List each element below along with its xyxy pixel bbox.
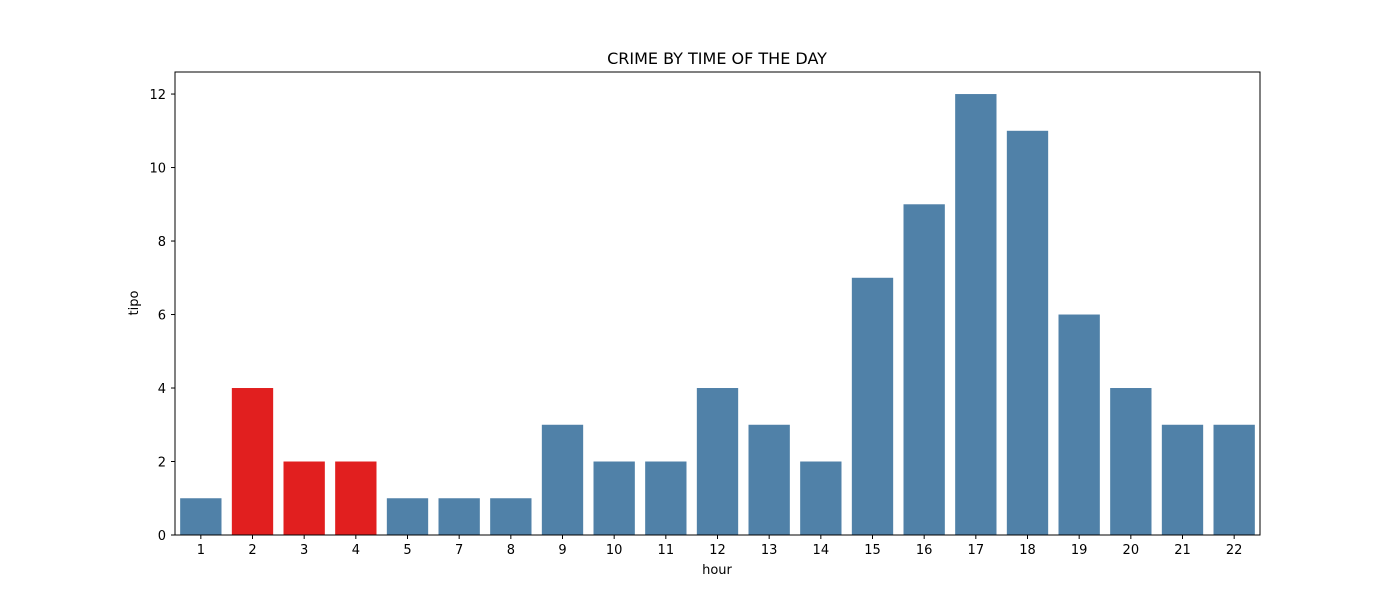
bar-hour-17 (955, 94, 997, 536)
x-tick-label: 2 (248, 543, 256, 558)
bar-hour-11 (645, 461, 687, 535)
bar-hour-9 (541, 424, 584, 535)
x-tick-label: 21 (1174, 543, 1191, 558)
bar-hour-15 (851, 277, 894, 535)
x-tick-label: 9 (558, 543, 566, 558)
bar-hour-5 (386, 498, 429, 535)
y-axis: 0 2 4 6 8 10 12 (149, 88, 175, 544)
x-tick-label: 15 (864, 543, 881, 558)
x-axis-label: hour (702, 563, 732, 578)
x-tick-label: 10 (606, 543, 623, 558)
y-tick-label: 8 (158, 235, 166, 250)
bar-hour-3 (283, 461, 325, 535)
x-tick-label: 7 (455, 543, 463, 558)
bar-hour-19 (1058, 314, 1100, 535)
bar-hour-2 (231, 388, 274, 535)
x-tick-label: 17 (968, 543, 985, 558)
x-tick-label: 5 (403, 543, 411, 558)
x-tick-label: 22 (1226, 543, 1243, 558)
plot-frame (174, 71, 1261, 536)
y-tick-label: 12 (149, 88, 166, 103)
y-tick-label: 0 (158, 529, 166, 544)
x-tick-label: 13 (761, 543, 778, 558)
bar-hour-1 (180, 498, 222, 535)
y-axis-label: tipo (127, 291, 142, 316)
bar-hour-16 (903, 204, 945, 536)
x-tick-label: 12 (709, 543, 726, 558)
x-tick-label: 14 (813, 543, 830, 558)
y-tick-label: 2 (158, 456, 166, 471)
bar-hour-7 (438, 498, 480, 535)
bar-hour-22 (1213, 424, 1255, 535)
x-tick-label: 11 (658, 543, 675, 558)
y-tick-label: 6 (158, 309, 166, 324)
x-tick-label: 16 (916, 543, 933, 558)
bar-hour-20 (1110, 388, 1152, 535)
bar-hour-8 (490, 498, 532, 535)
bars-group (180, 94, 1255, 536)
bar-hour-10 (593, 461, 635, 535)
bar-hour-18 (1006, 130, 1049, 536)
x-axis: 1 2 3 4 5 7 8 9 10 11 12 13 14 15 16 17 18 19 20 21 22 (197, 535, 1243, 558)
bar-hour-13 (748, 424, 790, 535)
bar-hour-4 (335, 461, 377, 535)
x-tick-label: 8 (507, 543, 515, 558)
bar-hour-12 (696, 388, 739, 535)
y-tick-label: 10 (149, 162, 166, 177)
bar-hour-14 (800, 461, 842, 535)
chart-title: CRIME BY TIME OF THE DAY (607, 49, 827, 68)
x-tick-label: 18 (1019, 543, 1036, 558)
x-tick-label: 20 (1123, 543, 1140, 558)
x-tick-label: 4 (352, 543, 360, 558)
x-tick-label: 19 (1071, 543, 1088, 558)
bar-hour-21 (1161, 424, 1204, 535)
x-tick-label: 1 (197, 543, 205, 558)
y-tick-label: 4 (158, 382, 166, 397)
x-tick-label: 3 (300, 543, 308, 558)
